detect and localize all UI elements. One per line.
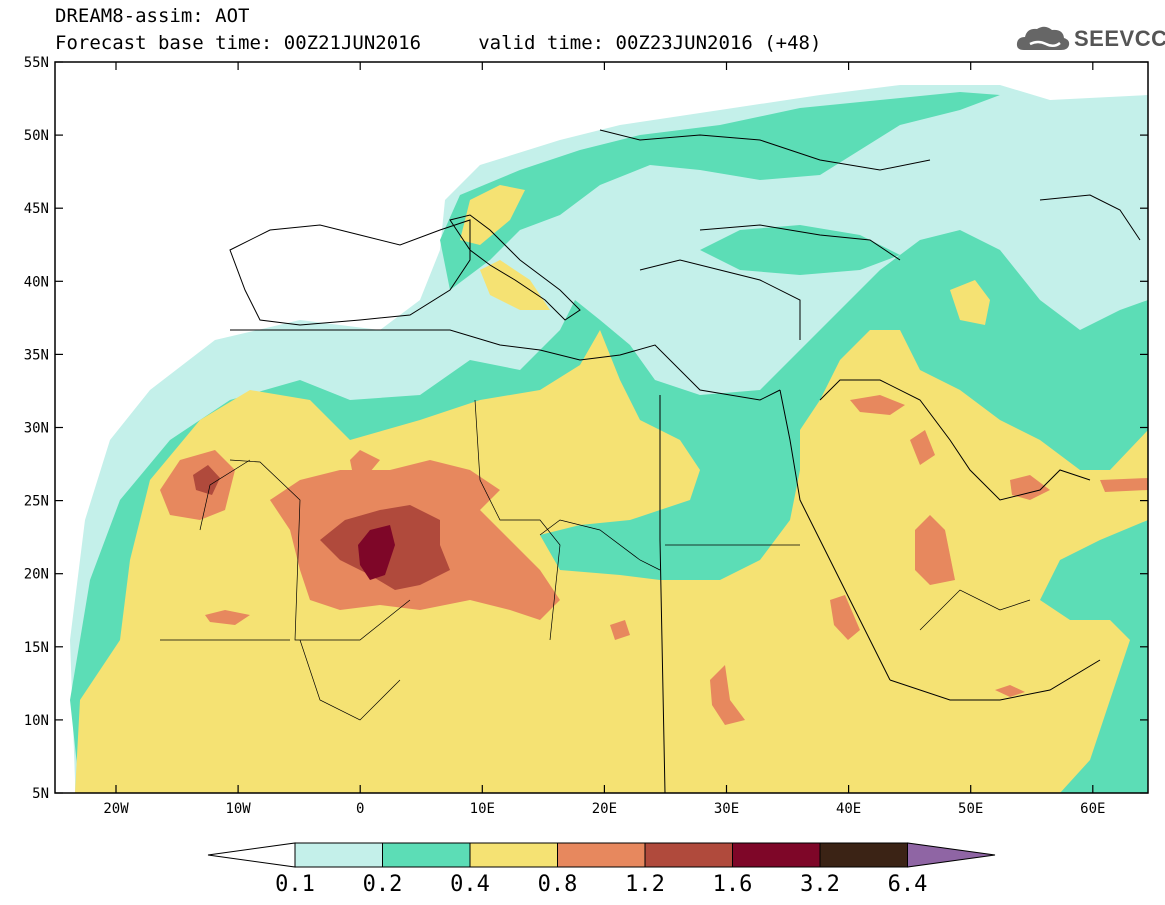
map-title: DREAM8-assim: AOT <box>55 5 250 27</box>
forecast-time-subtitle: Forecast base time: 00Z21JUN2016 valid t… <box>55 32 822 54</box>
colorbar-swatch <box>294 842 383 868</box>
lon-label: 50E <box>958 801 983 817</box>
colorbar-swatch <box>644 842 733 868</box>
lon-label: 60E <box>1080 801 1105 817</box>
colorbar-label: 6.4 <box>887 872 928 897</box>
colorbar-label: 0.4 <box>450 872 490 897</box>
colorbar-label: 0.1 <box>275 872 315 897</box>
country-borders <box>160 399 1031 721</box>
lon-label: 30E <box>714 801 739 817</box>
colorbar-label: 3.2 <box>800 872 840 897</box>
lat-label: 45N <box>24 201 49 217</box>
lon-label: 10W <box>225 801 251 817</box>
lon-label: 10E <box>470 801 495 817</box>
lat-label: 50N <box>24 128 49 144</box>
coastlines <box>229 129 1141 793</box>
aot-level-3 <box>75 185 1148 793</box>
colorbar-swatch <box>819 842 908 868</box>
lat-label: 15N <box>24 640 49 656</box>
colorbar-label: 0.2 <box>362 872 403 897</box>
colorbar <box>207 842 996 868</box>
lon-label: 20E <box>592 801 617 817</box>
lat-label: 5N <box>32 786 49 802</box>
lat-label: 20N <box>24 567 49 583</box>
aot-level-6 <box>358 525 395 580</box>
cloud-icon <box>1016 26 1070 50</box>
lon-label: 20W <box>103 801 129 817</box>
colorbar-max-arrow <box>907 842 996 868</box>
colorbar-swatch <box>382 842 471 868</box>
colorbar-swatch <box>469 842 558 868</box>
map-axes: 55N 50N 45N 40N 35N 30N 25N 20N 15N 10N 5N 20W 10W 0 1… <box>24 55 1148 817</box>
lon-label: 0 <box>356 801 364 817</box>
lon-label: 40E <box>836 801 861 817</box>
lat-label: 25N <box>24 494 49 510</box>
lat-label: 40N <box>24 274 49 290</box>
colorbar-min-arrow <box>207 842 296 868</box>
lat-label: 30N <box>24 421 49 437</box>
colorbar-swatch <box>732 842 821 868</box>
lat-label: 10N <box>24 713 49 729</box>
colorbar-swatch <box>557 842 646 868</box>
colorbar-label: 1.6 <box>712 872 753 897</box>
aot-contours <box>55 62 1148 793</box>
colorbar-label: 1.2 <box>625 872 665 897</box>
logo-text: SEEVCCC <box>1074 26 1165 51</box>
lat-label: 35N <box>24 347 49 363</box>
colorbar-label: 0.8 <box>537 872 578 897</box>
lat-label: 55N <box>24 55 49 71</box>
seevccc-logo: SEEVCCC <box>1016 22 1165 56</box>
